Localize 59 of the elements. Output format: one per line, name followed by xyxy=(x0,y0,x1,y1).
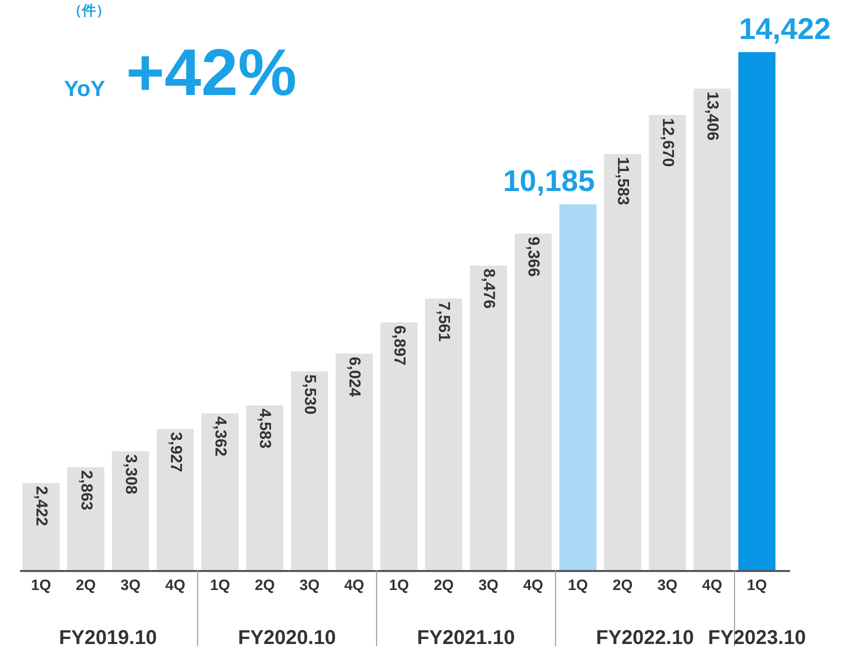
bar xyxy=(67,467,104,570)
x-tick-label: 2Q xyxy=(76,576,96,594)
bar xyxy=(22,483,60,570)
x-tick-label: 4Q xyxy=(702,576,722,594)
y-axis-title: （件） xyxy=(68,2,110,18)
data-label: 3,308 xyxy=(122,454,140,494)
annotation: +42% xyxy=(126,35,297,109)
bar xyxy=(514,234,552,570)
bar xyxy=(290,371,328,570)
x-tick-label: 1Q xyxy=(31,576,52,594)
data-label: 2,422 xyxy=(32,486,50,526)
bar xyxy=(470,266,508,570)
text: FY2021.10 xyxy=(417,627,515,646)
data-label: 2,863 xyxy=(77,470,94,510)
x-tick-label: 3Q xyxy=(657,576,678,594)
bar xyxy=(425,298,462,570)
x-tick-label: 3Q xyxy=(478,576,499,594)
data-label: 6,897 xyxy=(390,325,408,366)
x-tick-label: 3Q xyxy=(299,576,320,594)
data-label: 5,530 xyxy=(300,374,318,415)
data-label: 12,670 xyxy=(658,118,676,168)
bar xyxy=(112,451,150,570)
text: FY2019.10 xyxy=(59,627,157,646)
data-label: 11,583 xyxy=(614,157,632,206)
bar xyxy=(559,204,596,570)
x-tick-label: 1Q xyxy=(568,576,588,594)
x-tick-label: 1Q xyxy=(746,576,768,594)
data-label: 6,024 xyxy=(346,356,363,397)
annotation: YoY xyxy=(64,76,106,101)
x-tick-label: 1Q xyxy=(388,576,410,594)
data-label: 10,185 xyxy=(503,165,595,198)
x-tick-label: 4Q xyxy=(344,576,365,594)
bar xyxy=(694,88,731,570)
bar xyxy=(738,52,776,570)
bar xyxy=(380,322,418,570)
data-label: 4,362 xyxy=(211,416,228,456)
data-label: 4,583 xyxy=(256,408,274,449)
data-label: 13,406 xyxy=(704,92,721,141)
bar xyxy=(156,428,194,570)
x-tick-label: 2Q xyxy=(612,576,634,594)
text: FY2022.10 xyxy=(596,627,694,646)
text: FY2020.10 xyxy=(238,627,336,646)
data-label: 14,422 xyxy=(739,13,831,46)
x-tick-label: 2Q xyxy=(254,576,276,594)
bar xyxy=(201,413,239,570)
x-tick-label: 3Q xyxy=(120,576,141,594)
data-label: 8,476 xyxy=(480,268,497,309)
x-tick-label: 4Q xyxy=(523,576,544,594)
bar xyxy=(648,115,686,570)
x-tick-label: 1Q xyxy=(210,576,230,594)
x-tick-label: 4Q xyxy=(165,576,186,594)
data-label: 9,366 xyxy=(524,236,542,277)
data-label: 7,561 xyxy=(435,301,452,342)
x-tick-label: 2Q xyxy=(434,576,454,594)
data-label: 3,927 xyxy=(166,432,184,472)
text: FY2023.10 xyxy=(708,627,806,646)
bar xyxy=(246,405,284,570)
bar xyxy=(336,354,373,570)
bar xyxy=(604,154,642,570)
